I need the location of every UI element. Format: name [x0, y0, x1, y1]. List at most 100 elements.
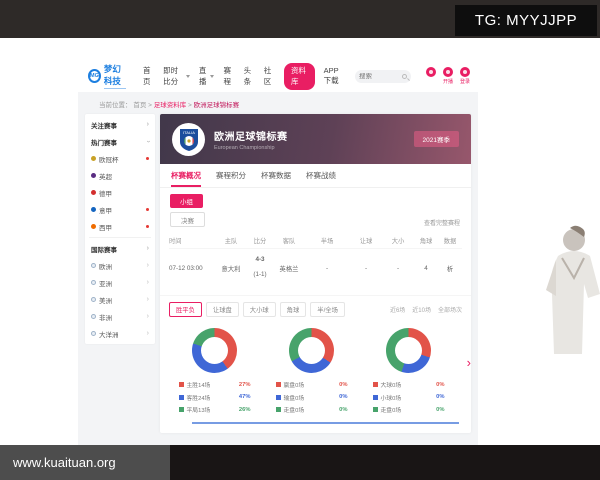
banner-text: 欧洲足球锦标赛 European Championship — [214, 128, 288, 151]
legend-label: 主胜14场 — [186, 383, 211, 390]
legend-swatch-red — [275, 382, 281, 388]
breadcrumb-section[interactable]: 足球资料库 — [153, 102, 187, 109]
legend-row: 大球0场 0% — [372, 380, 445, 390]
broadcast-label: 开播 — [443, 79, 454, 85]
sidebar-item-followed[interactable]: 关注赛事 › — [85, 116, 155, 133]
breadcrumb-prefix: 当前位置： — [99, 102, 132, 109]
donut-charts: 主胜14场 27% 客胜24场 47% — [160, 321, 471, 420]
group-stage-button[interactable]: 小组 — [170, 194, 203, 208]
nav-item-broadcast[interactable]: 直播 — [199, 65, 215, 87]
sidebar-item-region-europe[interactable]: 欧洲 › — [85, 257, 155, 274]
login-icon — [460, 67, 470, 77]
league-label: 英超 — [99, 173, 112, 181]
legend-pct: 0% — [339, 406, 348, 413]
match-score[interactable]: 4-3 (1-1) — [247, 249, 273, 288]
sidebar-item-league-2[interactable]: 德甲 — [85, 184, 155, 201]
search-box[interactable] — [355, 69, 411, 83]
score-value: 4-3 — [255, 256, 265, 263]
nav-item-live-score[interactable]: 即时比分 — [163, 65, 190, 87]
sidebar-item-region-africa[interactable]: 非洲 › — [85, 308, 155, 325]
season-selector[interactable]: 2021赛季 — [413, 131, 459, 147]
sidebar-item-region-asia[interactable]: 亚洲 › — [85, 274, 155, 291]
divider-blue — [192, 422, 459, 425]
legend-swatch-red — [178, 382, 184, 388]
overunder-cell: - — [396, 265, 400, 273]
legend-row: 小球0场 0% — [372, 393, 445, 402]
website-screenshot: MG 梦幻科技 首页 即时比分 直播 赛程 头条 社区 资料库 APP下载 — [0, 38, 600, 445]
sidebar-item-region-oceania[interactable]: 大洋洲 › — [85, 325, 155, 342]
globe-icon — [91, 263, 96, 268]
site-logo[interactable]: MG 梦幻科技 — [88, 63, 126, 89]
final-stage-button[interactable]: 决赛 — [170, 212, 205, 227]
nav-item-home[interactable]: 首页 — [142, 66, 151, 86]
range-last10[interactable]: 近10场 — [412, 308, 431, 315]
bottom-bar: www.kuaituan.org — [0, 445, 600, 480]
nav-item-schedule[interactable]: 赛程 — [223, 66, 231, 86]
sidebar-item-region-america[interactable]: 美洲 › — [85, 291, 155, 308]
legend-row: 平局13场 26% — [178, 405, 251, 414]
legend-pct: 0% — [339, 381, 348, 388]
match-time: 07-12 03:00 — [169, 265, 203, 273]
nav-item-community[interactable]: 社区 — [263, 66, 272, 86]
nav-item-database-active[interactable]: 资料库 — [283, 62, 315, 90]
breadcrumb-separator: > — [148, 102, 152, 109]
sidebar-item-league-0[interactable]: 欧冠杯 — [85, 150, 155, 167]
logo-icon: MG — [88, 69, 101, 83]
legend-row: 走盘0场 0% — [372, 405, 445, 414]
tab-schedule-points[interactable]: 赛程积分 — [216, 171, 246, 180]
filter-corner[interactable]: 角球 — [279, 302, 307, 318]
range-last6[interactable]: 近6场 — [389, 308, 406, 315]
filter-half-full[interactable]: 半/全场 — [310, 302, 345, 318]
legend-row: 赢盘0场 0% — [275, 380, 348, 389]
service-icon[interactable] — [426, 67, 436, 85]
tab-cup-results[interactable]: 杯赛战绩 — [306, 171, 336, 180]
filter-handicap[interactable]: 让球盘 — [205, 302, 239, 318]
filter-overunder[interactable]: 大小球 — [242, 302, 276, 318]
full-schedule-link[interactable]: 查看完整赛程 — [423, 221, 460, 227]
caret-down-icon — [185, 74, 190, 78]
chart-legend: 主胜14场 27% 客胜24场 47% — [178, 380, 251, 414]
sidebar-item-international[interactable]: 国际赛事 › — [85, 240, 155, 257]
tab-cup-data[interactable]: 杯赛数据 — [261, 171, 291, 180]
league-icon — [91, 156, 96, 161]
analysis-link[interactable]: 析 — [446, 266, 454, 274]
globe-icon — [91, 297, 96, 302]
half-cell: - — [325, 265, 329, 273]
league-label: 意甲 — [99, 207, 112, 215]
breadcrumb-home[interactable]: 首页 — [133, 102, 147, 109]
broadcast-icon — [443, 67, 453, 77]
col-home: 主队 — [224, 238, 238, 245]
match-table: 时间 主队 比分 客队 半场 让球 大小 角球 数据 — [160, 230, 471, 295]
legend-swatch-green — [372, 407, 378, 413]
league-icon — [91, 173, 96, 178]
tab-overview[interactable]: 杯赛概况 — [171, 170, 201, 187]
nav-item-headlines[interactable]: 头条 — [243, 66, 252, 86]
logo-name: 梦幻科技 — [103, 63, 126, 89]
range-all[interactable]: 全部场次 — [437, 308, 462, 315]
sidebar-item-hot[interactable]: 热门赛事 › — [85, 133, 155, 150]
nav-item-app-download[interactable]: APP下载 — [323, 66, 339, 85]
chevron-right-icon: › — [146, 313, 149, 320]
sidebar-item-league-1[interactable]: 英超 — [85, 167, 155, 184]
table-row[interactable]: 07-12 03:00 意大利 4-3 (1-1) 英格兰 - - - — [169, 248, 462, 288]
broadcast-button[interactable]: 开播 — [443, 67, 453, 85]
hot-dot-icon — [145, 156, 149, 161]
login-button[interactable]: 登录 — [460, 67, 470, 85]
sidebar-item-league-4[interactable]: 西甲 — [85, 218, 155, 235]
sidebar-label: 国际赛事 — [91, 246, 117, 254]
legend-swatch-blue — [372, 394, 378, 400]
italy-crest-icon: ITALIA — [172, 122, 205, 156]
stats-filter-bar: 胜平负 让球盘 大小球 角球 半/全场 近6场 近10场 全部场次 — [160, 295, 471, 321]
legend-label: 客胜24场 — [186, 395, 211, 402]
legend-swatch-green — [275, 407, 281, 413]
sidebar-item-league-3[interactable]: 意甲 — [85, 201, 155, 218]
search-input[interactable] — [359, 72, 399, 80]
region-label: 欧洲 — [99, 263, 112, 271]
carousel-next-icon[interactable]: › — [466, 355, 471, 371]
legend-pct: 0% — [436, 381, 445, 388]
legend-label: 大球0场 — [380, 383, 402, 390]
service-circle-icon — [426, 67, 436, 77]
away-team[interactable]: 英格兰 — [279, 266, 299, 274]
home-team[interactable]: 意大利 — [221, 266, 241, 274]
filter-wdl[interactable]: 胜平负 — [169, 302, 202, 318]
